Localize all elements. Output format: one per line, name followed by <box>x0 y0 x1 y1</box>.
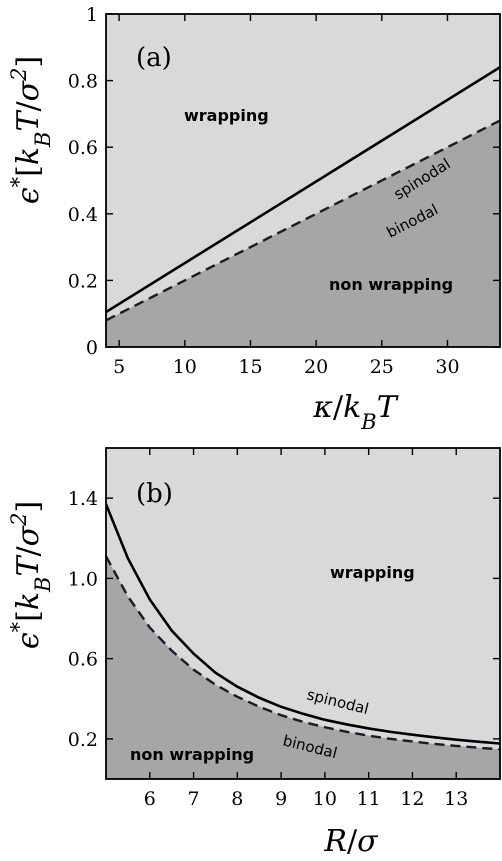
panel-b-plot-area <box>105 447 501 780</box>
panel-b-non-wrapping-label: non wrapping <box>130 745 254 764</box>
x-tick-label: 15 <box>238 356 262 378</box>
panel-a-x-axis-label: κ/kBT <box>312 390 398 434</box>
y-tick-label: 0.2 <box>68 270 98 292</box>
b-frame <box>105 447 501 780</box>
panel-a-y-ticks: 0 0.2 0.4 0.6 0.8 1 <box>68 4 500 359</box>
y-tick-label: 1 <box>86 4 98 26</box>
panel-a: (a) wrapping non wrapping spinodal binod… <box>7 4 501 434</box>
x-tick-label: 5 <box>113 356 125 378</box>
x-tick-label: 12 <box>400 788 424 810</box>
x-tick-label: 10 <box>313 788 337 810</box>
non-wrapping-region <box>106 120 500 347</box>
panel-b-y-axis-label: ϵ*[kBT/σ2] <box>7 501 55 649</box>
x-tick-label: 11 <box>357 788 381 810</box>
panel-b-y-ticks: 0.2 0.6 1.0 1.4 <box>68 488 500 751</box>
binodal-curve <box>106 119 500 322</box>
x-tick-label: 30 <box>435 356 459 378</box>
binodal-curve <box>106 555 500 751</box>
a-frame <box>105 13 501 348</box>
y-tick-label: 0.4 <box>68 204 98 226</box>
x-tick-label: 13 <box>444 788 468 810</box>
x-tick-label: 10 <box>173 356 197 378</box>
panel-a-label: (a) <box>136 43 172 73</box>
y-tick-label: 0 <box>86 337 98 359</box>
panel-b-x-axis-label: R/σ <box>323 824 379 859</box>
x-tick-label: 20 <box>304 356 328 378</box>
panel-a-x-ticks: 5 10 15 20 25 30 <box>113 14 460 378</box>
a-plot-inner <box>106 14 500 347</box>
panel-b: (b) wrapping non wrapping spinodal binod… <box>7 447 501 859</box>
y-tick-label: 0.6 <box>68 137 98 159</box>
spinodal-curve <box>106 66 500 314</box>
y-tick-label: 1.4 <box>68 488 98 510</box>
panel-a-y-axis-label: ϵ*[kBT/σ2] <box>7 56 55 204</box>
x-tick-label: 6 <box>144 788 156 810</box>
x-tick-label: 9 <box>275 788 287 810</box>
panel-b-x-ticks: 6 7 8 9 10 11 12 13 <box>144 448 468 810</box>
spinodal-curve <box>106 503 500 745</box>
x-tick-label: 25 <box>370 356 394 378</box>
x-tick-label: 7 <box>188 788 200 810</box>
non-wrapping-region <box>106 556 500 779</box>
panel-b-wrapping-label: wrapping <box>330 563 415 582</box>
y-tick-label: 0.2 <box>68 729 98 751</box>
panel-a-non-wrapping-label: non wrapping <box>329 275 453 294</box>
y-tick-label: 0.8 <box>68 71 98 93</box>
b-plot-inner <box>106 448 500 779</box>
x-tick-label: 8 <box>231 788 243 810</box>
panel-a-wrapping-label: wrapping <box>184 106 269 125</box>
y-tick-label: 0.6 <box>68 649 98 671</box>
panel-a-plot-area <box>105 13 501 348</box>
panel-b-label: (b) <box>136 479 173 509</box>
y-tick-label: 1.0 <box>68 568 98 590</box>
